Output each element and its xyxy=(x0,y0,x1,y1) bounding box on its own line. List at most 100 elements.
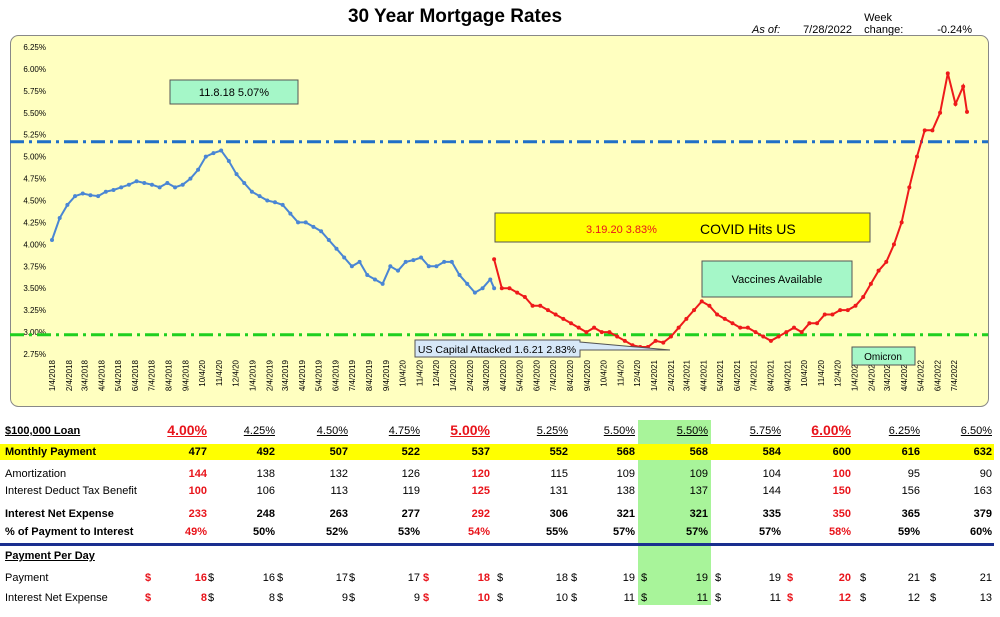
table-cell: 11 xyxy=(623,592,635,604)
data-point xyxy=(488,277,493,282)
table-cell: 568 xyxy=(689,446,708,458)
table-cell: 58% xyxy=(828,526,851,538)
data-point xyxy=(119,185,124,190)
table-cell: 132 xyxy=(329,468,348,480)
data-point xyxy=(242,180,247,185)
table-cell: 54% xyxy=(467,526,490,538)
table-cell: 53% xyxy=(397,526,420,538)
currency-symbol: $ xyxy=(641,592,648,604)
data-point xyxy=(411,258,416,263)
data-point xyxy=(899,220,904,225)
x-tick-label: 12/4/20 xyxy=(833,359,842,386)
mortgage-rate-chart: 6.25% 6.00% 5.75% 5.50% 5.25% 5.00% 4.75% 4.50%… xyxy=(10,35,989,407)
table-cell: 57% xyxy=(685,526,708,538)
table-cell: 248 xyxy=(256,508,275,520)
rate-header: 5.50% xyxy=(676,425,708,437)
table-cell: 350 xyxy=(832,508,851,520)
annotation-peak-box xyxy=(169,79,299,105)
y-tick-label: 6.00% xyxy=(23,65,46,74)
x-tick-label: 2/4/2022 xyxy=(867,359,876,391)
row-label: Interest Net Expense xyxy=(5,592,108,604)
data-point xyxy=(522,294,527,299)
currency-symbol: $ xyxy=(860,592,867,604)
data-point xyxy=(442,259,447,264)
table-cell: 138 xyxy=(256,468,275,480)
data-point xyxy=(830,312,835,317)
table-cell: 13 xyxy=(979,592,992,604)
x-tick-label: 5/4/2018 xyxy=(114,359,123,391)
y-tick-label: 3.00% xyxy=(23,328,46,337)
data-point xyxy=(515,290,520,295)
y-tick-label: 3.50% xyxy=(23,284,46,293)
data-point xyxy=(707,303,712,308)
data-point xyxy=(530,303,535,308)
data-point xyxy=(915,154,920,159)
row-label: $100,000 Loan xyxy=(5,425,81,437)
data-point xyxy=(165,180,170,185)
y-tick-label: 2.75% xyxy=(23,350,46,359)
annotation-covid-box xyxy=(494,212,871,243)
data-point xyxy=(684,316,689,321)
data-point xyxy=(288,211,293,216)
x-tick-label: 2/4/2019 xyxy=(265,359,274,391)
data-point xyxy=(311,224,316,229)
x-tick-label: 10/4/20 xyxy=(599,359,608,386)
rate-header: 4.00% xyxy=(167,422,207,438)
table-cell: 233 xyxy=(188,508,207,520)
data-point xyxy=(661,340,666,345)
table-cell: 55% xyxy=(545,526,568,538)
data-point xyxy=(342,255,347,260)
table-cell: 150 xyxy=(832,485,851,497)
x-tick-label: 1/4/2022 xyxy=(850,359,859,391)
data-point xyxy=(203,154,208,159)
data-point xyxy=(73,194,78,199)
table-cell: 8 xyxy=(200,592,207,604)
x-tick-label: 7/4/2021 xyxy=(749,359,758,391)
table-cell: 17 xyxy=(407,572,420,584)
data-point xyxy=(930,128,935,133)
x-tick-label: 11/4/20 xyxy=(415,359,424,386)
table-cell: 90 xyxy=(979,468,992,480)
data-point xyxy=(507,286,512,291)
data-point xyxy=(853,303,858,308)
x-tick-label: 4/4/2021 xyxy=(699,359,708,391)
currency-symbol: $ xyxy=(571,592,578,604)
data-point xyxy=(403,259,408,264)
data-point xyxy=(149,182,154,187)
table-cell: 16 xyxy=(194,572,207,584)
currency-symbol: $ xyxy=(349,592,356,604)
table-cell: 12 xyxy=(838,592,851,604)
row-label: Payment xyxy=(5,572,49,584)
annotation-covid-date: 3.19.20 3.83% xyxy=(586,224,657,236)
data-point xyxy=(745,325,750,330)
data-point xyxy=(434,264,439,269)
row-label: Monthly Payment xyxy=(5,446,97,458)
data-point xyxy=(334,246,339,251)
x-tick-label: 8/4/2018 xyxy=(164,359,173,391)
x-tick-label: 2/4/2021 xyxy=(667,359,676,391)
currency-symbol: $ xyxy=(930,572,937,584)
data-point xyxy=(265,198,270,203)
data-point xyxy=(388,264,393,269)
data-point xyxy=(126,182,131,187)
currency-symbol: $ xyxy=(349,572,356,584)
table-cell: 49% xyxy=(184,526,207,538)
as-of-info: As of: 7/28/2022 Week change: -0.24% xyxy=(752,12,972,36)
y-tick-label: 3.75% xyxy=(23,262,46,271)
x-tick-label: 5/4/2020 xyxy=(515,359,524,391)
data-point xyxy=(272,200,277,205)
data-point xyxy=(65,202,70,207)
rate-header: 4.50% xyxy=(316,425,348,437)
as-of-date: 7/28/2022 xyxy=(803,24,852,36)
table-cell: 57% xyxy=(758,526,781,538)
x-tick-label: 7/4/2020 xyxy=(549,359,558,391)
data-point xyxy=(234,172,239,177)
rate-header: 4.75% xyxy=(388,425,420,437)
currency-symbol: $ xyxy=(277,592,284,604)
currency-symbol: $ xyxy=(423,572,430,584)
data-point xyxy=(380,281,385,286)
data-point xyxy=(699,299,704,304)
data-point xyxy=(492,257,497,262)
y-axis: 6.25% 6.00% 5.75% 5.50% 5.25% 5.00% 4.75% 4.50%… xyxy=(23,43,46,359)
table-cell: 9 xyxy=(413,592,420,604)
